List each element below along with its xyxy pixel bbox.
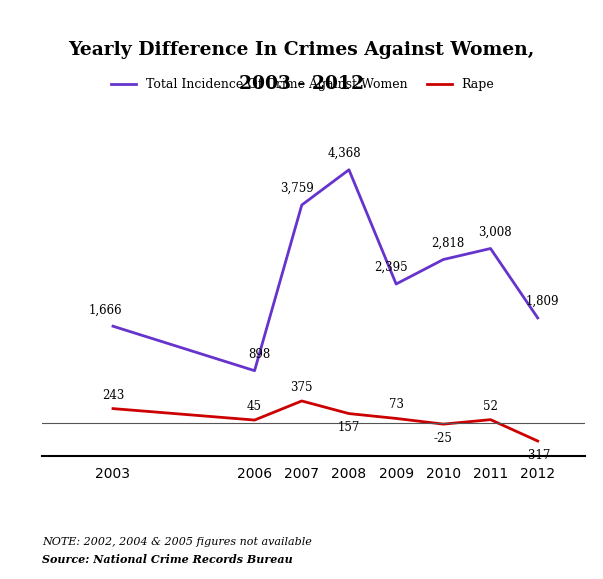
Line: Rape: Rape: [113, 401, 538, 441]
Rape: [346, 410, 353, 417]
Text: -25: -25: [434, 432, 453, 445]
Text: 243: 243: [102, 389, 124, 402]
Text: 45: 45: [247, 400, 262, 413]
Text: 1,809: 1,809: [526, 295, 559, 308]
Text: NOTE: 2002, 2004 & 2005 figures not available: NOTE: 2002, 2004 & 2005 figures not avai…: [42, 537, 312, 547]
Rape: [298, 397, 305, 404]
Text: 3,759: 3,759: [280, 182, 314, 195]
Rape: [534, 438, 541, 445]
Rape: [440, 420, 447, 427]
Text: 4,368: 4,368: [327, 147, 361, 160]
Total Incidence Of Crime Against Women: [487, 245, 494, 252]
Total Incidence Of Crime Against Women: [440, 256, 447, 263]
Text: 52: 52: [483, 400, 498, 413]
Text: 157: 157: [338, 421, 360, 434]
Text: Source: National Crime Records Bureau: Source: National Crime Records Bureau: [42, 554, 293, 565]
Rape: [393, 415, 400, 422]
Text: Yearly Difference In Crimes Against Women,: Yearly Difference In Crimes Against Wome…: [68, 41, 535, 58]
Total Incidence Of Crime Against Women: [109, 323, 116, 329]
Text: 3,008: 3,008: [478, 226, 512, 239]
Rape: [109, 405, 116, 412]
Total Incidence Of Crime Against Women: [251, 367, 258, 374]
Text: 1,666: 1,666: [89, 303, 123, 316]
Line: Total Incidence Of Crime Against Women: Total Incidence Of Crime Against Women: [113, 170, 538, 371]
Text: 2,395: 2,395: [374, 261, 408, 274]
Text: 898: 898: [248, 348, 270, 361]
Total Incidence Of Crime Against Women: [393, 281, 400, 288]
Legend: Total Incidence Of Crime Against Women, Rape: Total Incidence Of Crime Against Women, …: [106, 73, 499, 96]
Text: -317: -317: [525, 449, 551, 461]
Text: 2003 - 2012: 2003 - 2012: [239, 75, 364, 93]
Total Incidence Of Crime Against Women: [534, 314, 541, 321]
Text: 375: 375: [291, 381, 313, 394]
Text: 73: 73: [389, 398, 403, 412]
Text: 2,818: 2,818: [431, 237, 465, 250]
Rape: [487, 416, 494, 423]
Rape: [251, 417, 258, 424]
Total Incidence Of Crime Against Women: [346, 166, 353, 173]
Total Incidence Of Crime Against Women: [298, 201, 305, 208]
